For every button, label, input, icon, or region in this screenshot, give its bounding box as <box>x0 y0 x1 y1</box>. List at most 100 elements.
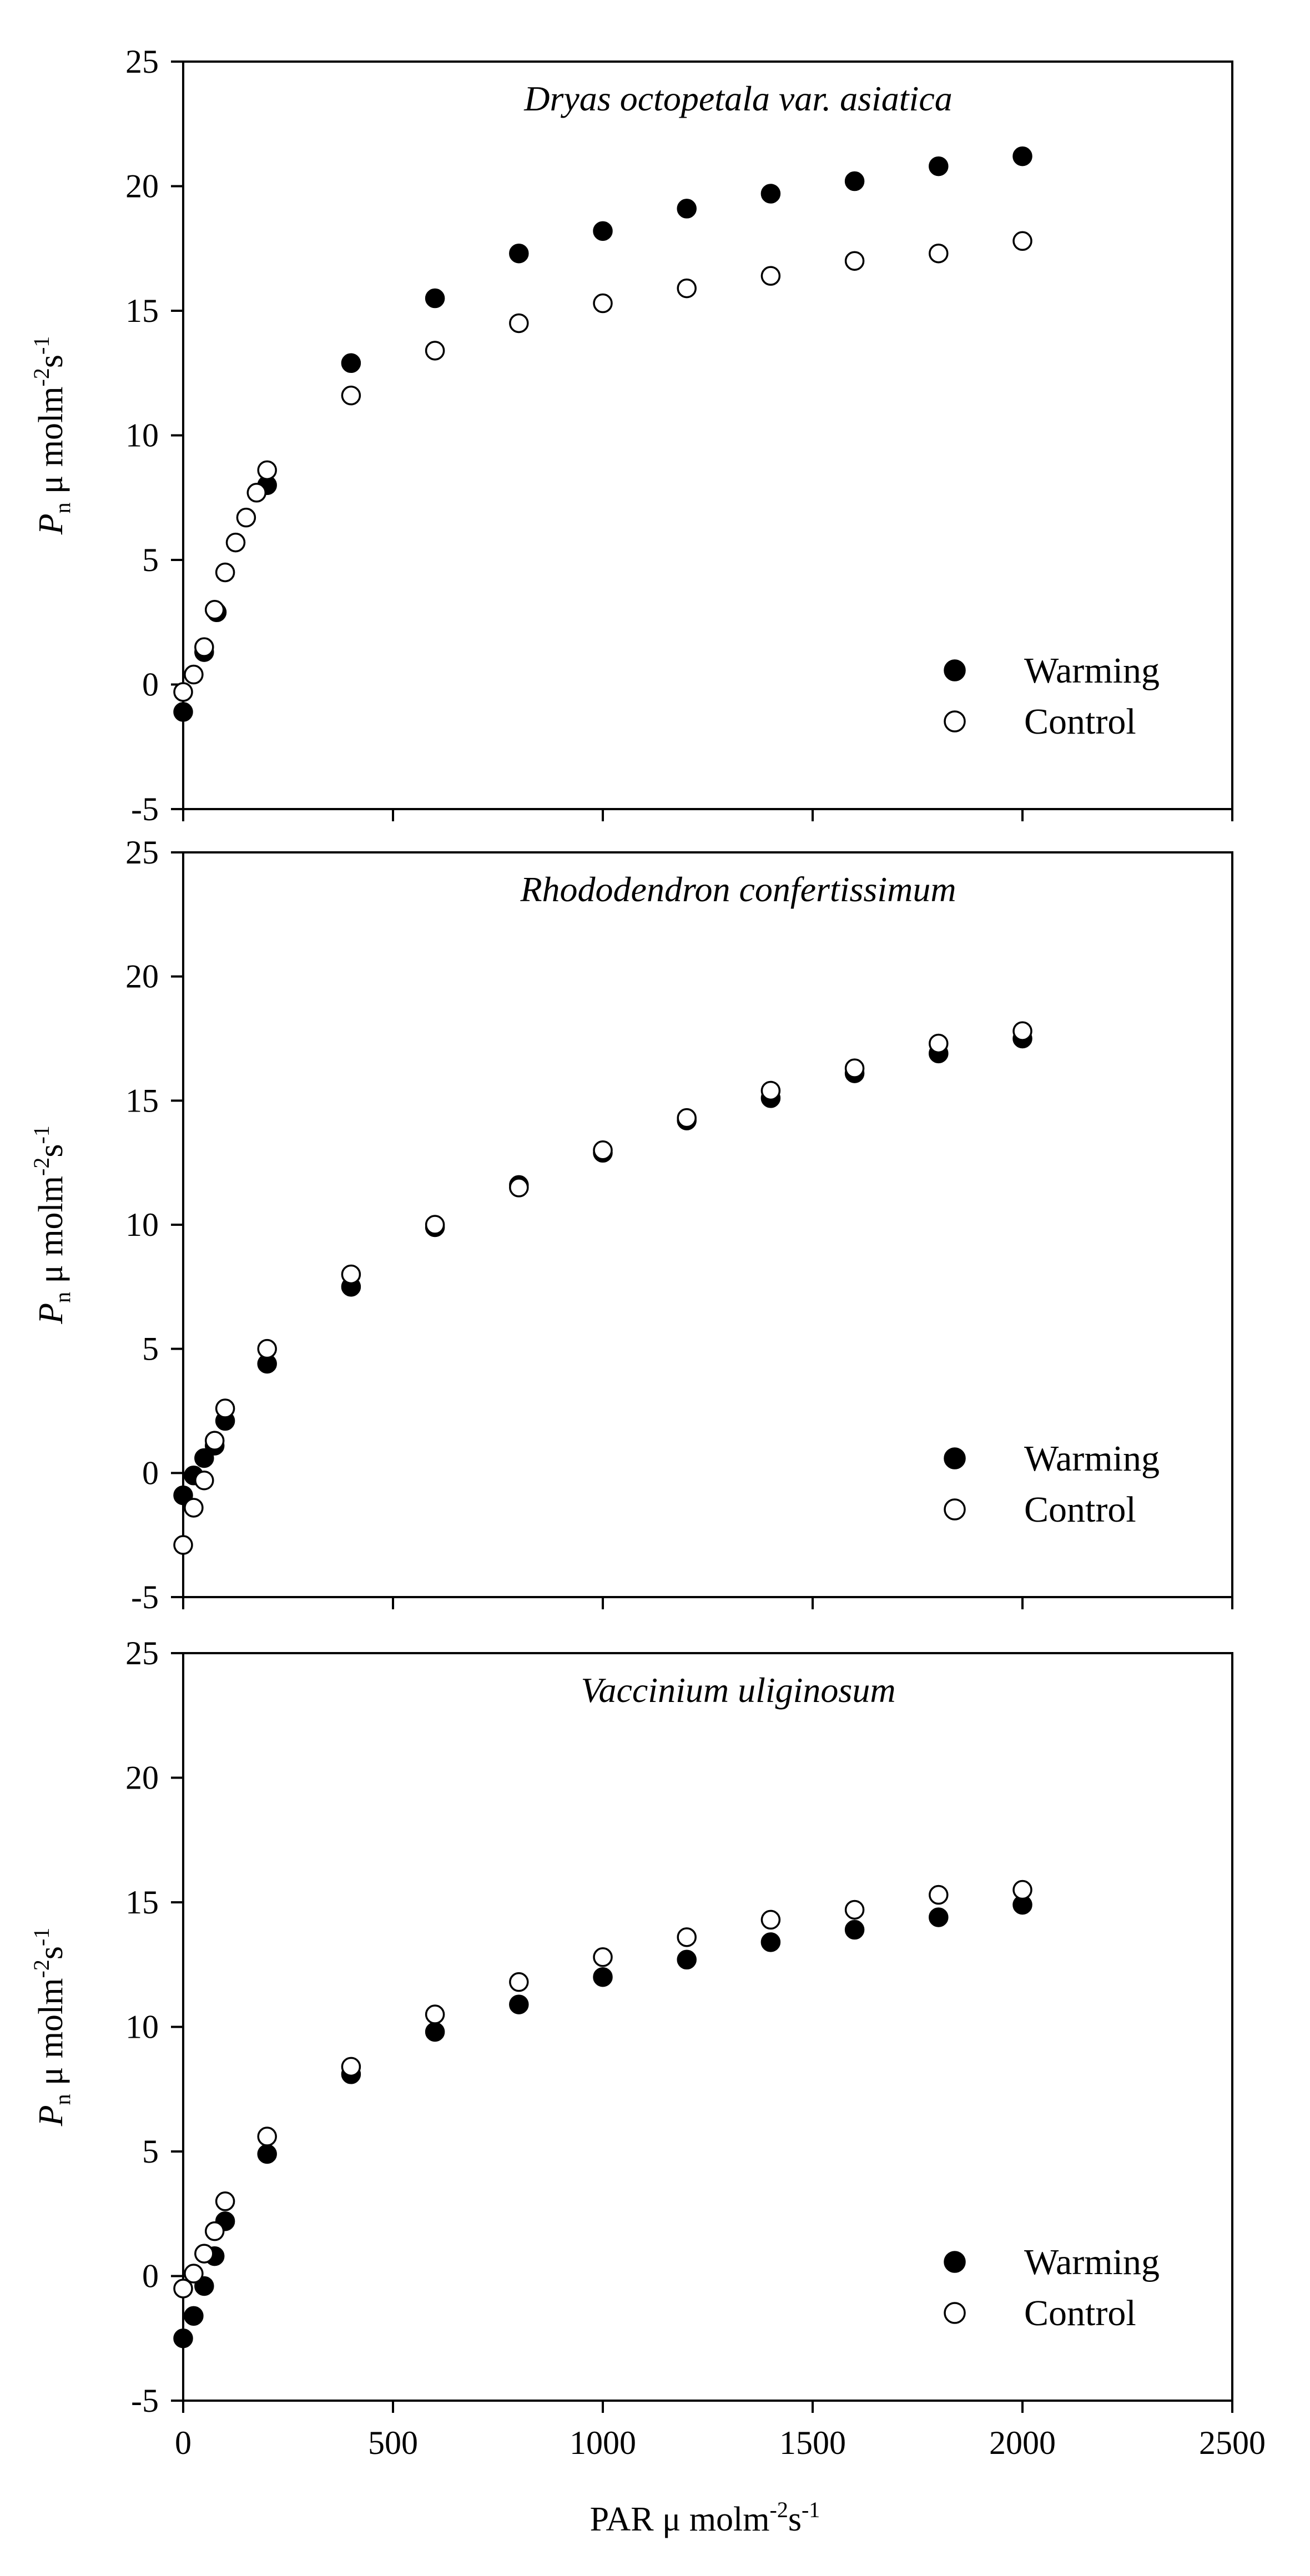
data-point-control <box>246 483 267 503</box>
data-point-control <box>184 1498 204 1518</box>
data-point-warming <box>194 2276 214 2296</box>
data-point-control <box>760 1910 781 1930</box>
data-point-control <box>341 2057 361 2077</box>
data-point-control <box>929 243 949 264</box>
data-point-warming <box>425 288 445 309</box>
y-axis-label: Pn μ molm-2s-1 <box>29 1928 75 2127</box>
series-control <box>173 231 1032 702</box>
data-point-control <box>184 664 204 685</box>
data-point-control <box>677 278 697 299</box>
panel-2: -5 0 5 10 15 20 25 Rhododendron confertissimum P… <box>29 834 1233 1615</box>
data-point-control <box>677 1927 697 1947</box>
legend-marker-control <box>944 1498 966 1521</box>
data-point-warming <box>929 1907 949 1927</box>
data-point-control <box>341 385 361 406</box>
y-tick-label: 10 <box>125 2009 159 2045</box>
panel-title: Dryas octopetala var. asiatica <box>523 79 952 118</box>
data-point-control <box>929 1033 949 1054</box>
y-tick-label: 15 <box>125 1082 159 1119</box>
data-point-control <box>1012 1021 1032 1041</box>
legend-marker-control <box>944 2302 966 2324</box>
y-tick-label: 20 <box>125 168 159 205</box>
legend-label-warming: Warming <box>1024 650 1160 691</box>
y-tick-label: 15 <box>125 1884 159 1921</box>
data-point-control <box>184 2264 204 2284</box>
data-point-warming <box>509 1994 529 2014</box>
data-point-warming <box>173 702 193 722</box>
panel-1: -5 0 5 10 15 20 25 Dryas octopetala var. asiati… <box>29 43 1233 827</box>
data-point-warming <box>760 184 781 204</box>
y-tick-label: 0 <box>142 666 159 703</box>
data-point-warming <box>425 2022 445 2042</box>
legend-marker-warming <box>944 2251 966 2273</box>
data-point-warming <box>844 1920 865 1940</box>
data-point-control <box>593 1140 613 1160</box>
legend-label-control: Control <box>1024 1489 1136 1530</box>
y-tick-label: 25 <box>125 43 159 80</box>
data-point-control <box>204 600 225 620</box>
series-warming <box>173 1028 1032 1506</box>
legend: Warming Control <box>944 1438 1160 1530</box>
x-tick-label: 1000 <box>570 2425 636 2461</box>
y-tick-label: 10 <box>125 417 159 454</box>
data-point-control <box>509 1178 529 1198</box>
y-tick-label: 25 <box>125 1635 159 1671</box>
data-point-warming <box>677 1949 697 1970</box>
y-axis-label: Pn μ molm-2s-1 <box>29 1125 75 1325</box>
data-point-control <box>257 460 277 481</box>
data-point-control <box>215 2191 235 2211</box>
x-tick-label: 500 <box>368 2425 418 2461</box>
data-point-control <box>257 1338 277 1359</box>
data-point-control <box>844 1900 865 1920</box>
data-point-warming <box>257 2144 277 2164</box>
series-control <box>173 1021 1032 1555</box>
y-tick-label: 5 <box>142 2133 159 2170</box>
data-point-control <box>425 1215 445 1235</box>
data-point-control <box>236 507 256 528</box>
data-point-control <box>1012 231 1032 251</box>
data-point-warming <box>1012 146 1032 166</box>
data-point-warming <box>173 2328 193 2348</box>
legend: Warming Control <box>944 2242 1160 2333</box>
panel-title: Vaccinium uliginosum <box>581 1670 895 1710</box>
legend-label-warming: Warming <box>1024 2242 1160 2282</box>
data-point-warming <box>844 171 865 191</box>
data-point-control <box>341 1264 361 1285</box>
panel-3: -5 0 5 10 15 20 25 0 500 1000 1500 2000 2500 Vacciniu… <box>29 1635 1266 2461</box>
plot-frame <box>182 1652 1233 2402</box>
data-point-control <box>173 682 193 702</box>
data-point-warming <box>677 199 697 219</box>
series-warming <box>173 146 1032 722</box>
data-point-control <box>194 637 214 657</box>
data-point-control <box>844 1058 865 1078</box>
data-point-control <box>425 341 445 361</box>
y-tick-label: 15 <box>125 292 159 329</box>
data-point-control <box>1012 1880 1032 1900</box>
y-tick-label: 0 <box>142 2258 159 2295</box>
data-point-control <box>509 1972 529 1992</box>
y-tick-label: 5 <box>142 542 159 578</box>
y-tick-label: 10 <box>125 1206 159 1243</box>
y-tick-label: -5 <box>131 2382 159 2419</box>
x-tick-label: 2000 <box>989 2425 1056 2461</box>
data-point-control <box>215 1398 235 1418</box>
data-point-warming <box>760 1932 781 1952</box>
data-point-control <box>257 2127 277 2146</box>
data-point-warming <box>929 156 949 176</box>
y-tick-label: 5 <box>142 1331 159 1367</box>
data-point-control <box>204 1431 225 1451</box>
data-point-warming <box>194 1448 214 1468</box>
series-control <box>173 1880 1032 2299</box>
legend-marker-control <box>944 710 966 733</box>
data-point-warming <box>341 353 361 373</box>
y-tick-label: 25 <box>125 834 159 871</box>
data-point-control <box>929 1885 949 1905</box>
legend-label-control: Control <box>1024 701 1136 742</box>
data-point-control <box>425 2004 445 2024</box>
data-point-warming <box>593 1967 613 1987</box>
data-point-control <box>760 266 781 286</box>
panel-title: Rhododendron confertissimum <box>520 870 956 909</box>
data-point-control <box>593 293 613 314</box>
legend-label-warming: Warming <box>1024 1438 1160 1479</box>
